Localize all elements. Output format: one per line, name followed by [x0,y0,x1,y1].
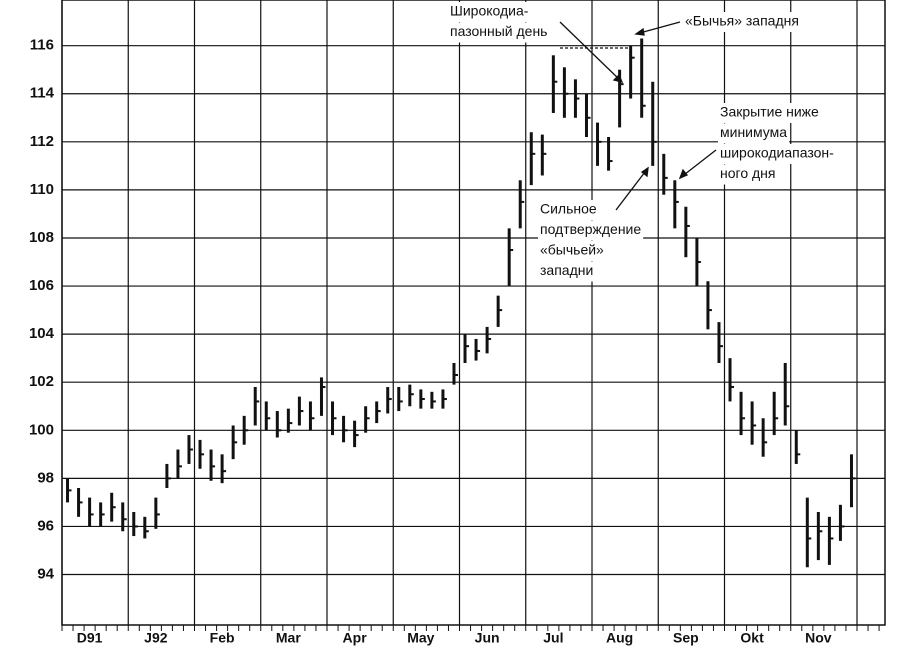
y-tick-label: 102 [29,373,54,390]
x-tick-label: Okt [740,630,764,646]
y-tick-label: 108 [29,229,54,246]
x-tick-label: Nov [805,630,832,646]
annotation: западни [540,262,593,278]
x-tick-label: Aug [606,630,633,646]
annotation-bg [538,220,644,241]
x-tick-label: May [407,630,434,646]
annotation-bg [718,103,821,123]
annotation-bg [683,12,801,32]
y-tick-label: 94 [37,565,54,582]
y-tick-label: 110 [30,181,54,198]
y-tick-label: 96 [37,517,54,534]
y-tick-label: 114 [30,85,55,102]
annotation-bg [718,123,790,144]
x-tick-label: Jul [543,630,563,646]
annotation-arrows [559,21,717,211]
annotation-bg [448,22,550,43]
y-tick-label: 106 [29,277,54,294]
annotation-bg [538,261,596,282]
annotation: Закрытие ниже [720,104,819,120]
x-tick-label: Feb [210,630,235,646]
x-tick-label: Sep [673,630,699,646]
annotation-bg [718,164,778,185]
y-tick-label: 98 [37,469,54,486]
x-tick-label: Jun [475,630,500,646]
y-tick-label: 116 [30,37,54,54]
annotation-bg [448,2,531,22]
annotation-bg [538,241,606,261]
x-tick-label: Mar [276,630,301,646]
annotation: пазонный день [450,23,547,39]
x-tick-label: J92 [144,630,168,646]
annotation: Широкодиа- [450,3,529,19]
annotation: «бычьей» [540,242,604,258]
annotation: широкодиапазон- [720,145,834,161]
annotation: ного дня [720,165,775,181]
annotation-bg [718,144,836,164]
annotation: минимума [720,124,787,140]
x-tick-label: Apr [343,630,368,646]
y-tick-label: 100 [29,421,54,438]
annotation: подтверждение [540,221,641,237]
annotation: Сильное [540,201,597,217]
y-tick-label: 104 [29,325,55,342]
y-tick-label: 112 [30,133,54,150]
annotation: «Бычья» западня [685,13,799,29]
x-tick-label: D91 [77,630,103,646]
annotation-bg [538,200,599,220]
